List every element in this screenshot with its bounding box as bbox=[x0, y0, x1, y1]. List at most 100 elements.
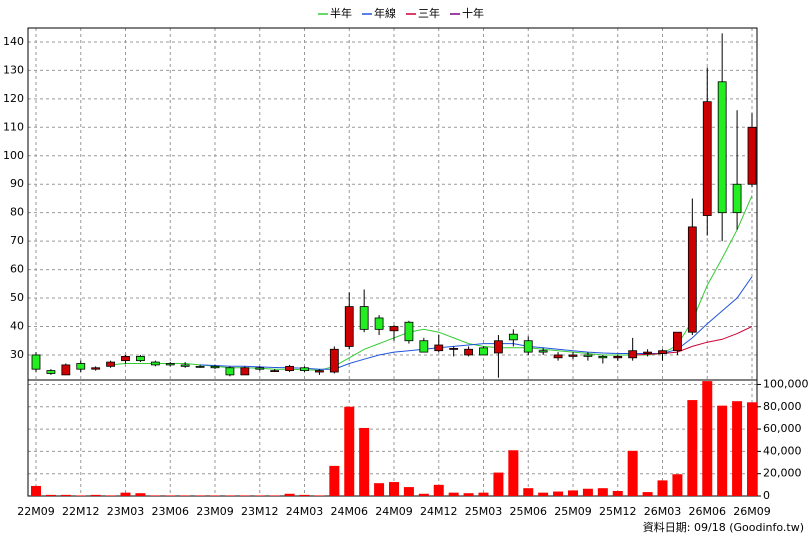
candle-body bbox=[583, 354, 593, 357]
candle-body bbox=[195, 365, 205, 368]
y-tick-label: 80 bbox=[10, 206, 24, 219]
x-tick-label: 23M03 bbox=[107, 505, 145, 518]
x-tick-label: 25M12 bbox=[599, 505, 637, 518]
volume-bar bbox=[150, 495, 161, 496]
volume-bar bbox=[508, 450, 519, 496]
y-tick-label: 90 bbox=[10, 177, 24, 190]
y2-tick-label: 0 bbox=[763, 489, 770, 502]
y-tick-label: 120 bbox=[3, 92, 24, 105]
x-tick-label: 25M03 bbox=[465, 505, 503, 518]
volume-bar bbox=[359, 427, 370, 496]
candle-body bbox=[717, 81, 727, 214]
y-tick-label: 130 bbox=[3, 63, 24, 76]
volume-bar bbox=[702, 381, 713, 496]
candle-body bbox=[702, 101, 712, 216]
volume-bar bbox=[657, 480, 668, 496]
candle-body bbox=[31, 354, 41, 370]
volume-bar bbox=[582, 488, 593, 496]
candle-body bbox=[568, 354, 578, 357]
volume-bar bbox=[523, 488, 534, 496]
candle-body bbox=[91, 367, 101, 370]
volume-bar bbox=[314, 495, 325, 496]
candle-body bbox=[479, 347, 488, 356]
candle-body bbox=[464, 348, 473, 356]
candle-body bbox=[553, 354, 563, 359]
candle-body bbox=[732, 183, 742, 214]
volume-bar bbox=[403, 487, 414, 496]
candle-body bbox=[150, 361, 160, 366]
volume-bar bbox=[433, 484, 444, 496]
candle-body bbox=[76, 363, 86, 370]
x-tick-label: 22M09 bbox=[17, 505, 55, 518]
legend-label: 十年 bbox=[462, 6, 484, 20]
volume-bar bbox=[45, 494, 56, 496]
y-tick-label: 50 bbox=[10, 291, 24, 304]
legend-label: 年線 bbox=[374, 6, 396, 20]
candle-body bbox=[673, 331, 682, 352]
volume-bar bbox=[120, 492, 131, 496]
volume-bar bbox=[224, 495, 235, 496]
volume-bar bbox=[374, 483, 385, 496]
x-tick-label: 23M12 bbox=[241, 505, 279, 518]
y-tick-label: 30 bbox=[10, 348, 24, 361]
x-tick-label: 24M09 bbox=[375, 505, 413, 518]
y-tick-label: 70 bbox=[10, 234, 24, 247]
volume-bar bbox=[597, 488, 608, 496]
candle-body bbox=[658, 350, 667, 354]
candle-body bbox=[315, 370, 324, 373]
x-tick-label: 24M03 bbox=[286, 505, 324, 518]
candle-body bbox=[106, 361, 115, 367]
candle-body bbox=[225, 367, 235, 376]
volume-bar bbox=[210, 495, 220, 496]
candle-body bbox=[344, 306, 354, 347]
ma-line bbox=[632, 326, 753, 356]
x-tick-label: 24M12 bbox=[420, 505, 458, 518]
volume-bar bbox=[269, 495, 280, 496]
legend-label: 半年 bbox=[330, 6, 352, 20]
volume-bar bbox=[299, 494, 310, 496]
volume-bar bbox=[478, 492, 489, 496]
candle-body bbox=[494, 340, 503, 354]
candle-body bbox=[374, 317, 384, 330]
candle-body bbox=[240, 367, 250, 376]
volume-bar bbox=[135, 493, 146, 496]
volume-bar bbox=[627, 450, 638, 496]
volume-bar bbox=[687, 400, 698, 496]
candle-body bbox=[136, 355, 145, 362]
y2-tick-label: 40,000 bbox=[763, 444, 802, 457]
candle-body bbox=[449, 348, 459, 350]
y2-tick-label: 80,000 bbox=[763, 400, 802, 413]
y-tick-label: 40 bbox=[10, 320, 24, 333]
volume-bar bbox=[732, 401, 743, 496]
x-tick-label: 23M06 bbox=[152, 505, 190, 518]
volume-bar bbox=[418, 493, 429, 496]
candle-body bbox=[255, 367, 265, 370]
y-tick-label: 60 bbox=[10, 263, 24, 276]
volume-bar bbox=[717, 405, 728, 496]
candle-body bbox=[419, 340, 429, 353]
y-tick-label: 100 bbox=[3, 149, 24, 162]
y-tick-label: 110 bbox=[3, 120, 24, 133]
candle-body bbox=[508, 333, 518, 341]
candle-body bbox=[285, 365, 294, 372]
candle-body bbox=[61, 364, 71, 376]
volume-bar bbox=[284, 493, 295, 496]
candle-body bbox=[643, 351, 652, 354]
volume-bar bbox=[747, 402, 757, 496]
volume-bar bbox=[105, 495, 116, 496]
legend-label: 三年 bbox=[418, 6, 440, 20]
volume-bar bbox=[60, 494, 71, 496]
y-tick-label: 140 bbox=[3, 35, 24, 48]
candle-body bbox=[687, 226, 697, 333]
candle-body bbox=[359, 306, 369, 330]
x-tick-label: 26M06 bbox=[689, 505, 727, 518]
candle-body bbox=[404, 321, 414, 342]
candle-body bbox=[329, 348, 339, 373]
y2-tick-label: 20,000 bbox=[763, 467, 802, 480]
x-tick-label: 23M09 bbox=[196, 505, 234, 518]
volume-bar bbox=[344, 406, 355, 496]
candle-body bbox=[523, 340, 533, 353]
x-tick-label: 25M09 bbox=[554, 505, 592, 518]
